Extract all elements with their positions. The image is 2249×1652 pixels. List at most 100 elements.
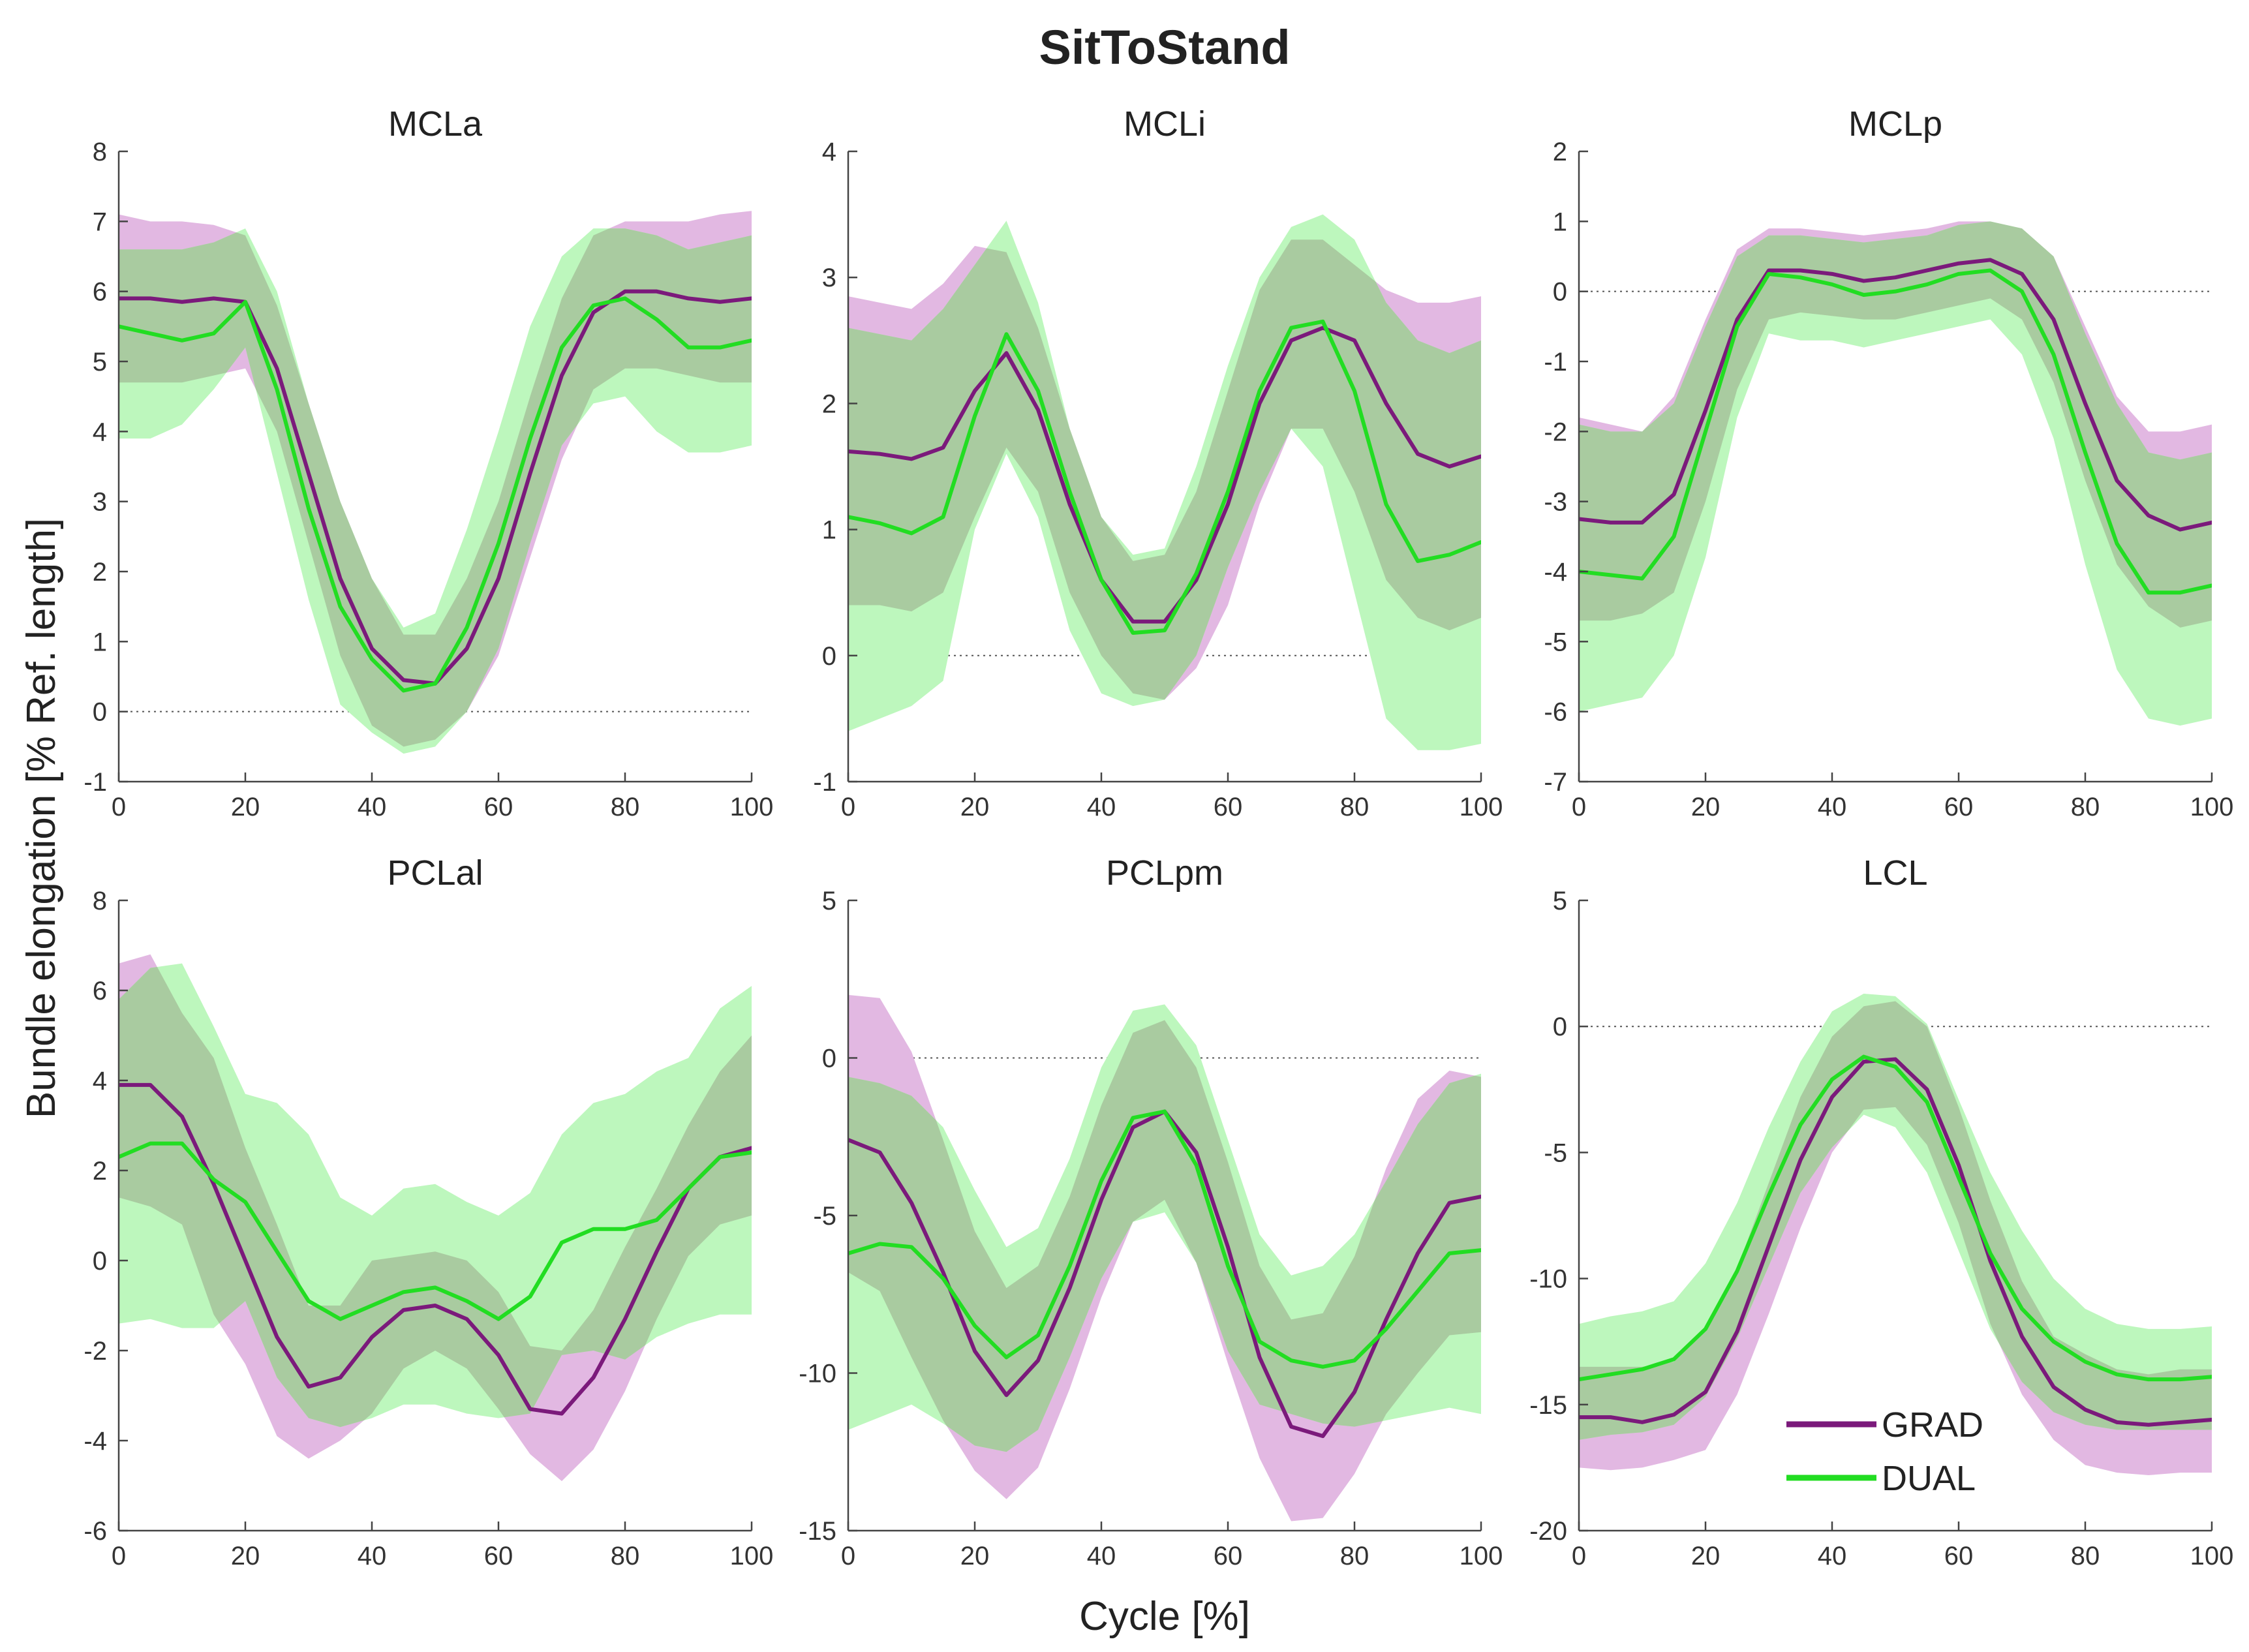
x-tick-label: 0 [1572,793,1586,821]
x-tick-label: 100 [1460,793,1503,821]
line-dual [848,1109,1481,1369]
band-overlap [848,1004,1481,1452]
x-tick-label: 20 [1691,1542,1721,1570]
x-tick-label: 60 [484,793,513,821]
y-tick-label: 0 [1553,278,1567,307]
x-tick-label: 60 [1944,793,1974,821]
x-tick-label: 20 [231,793,260,821]
y-tick-label: 2 [822,390,836,418]
y-tick-label: 3 [93,488,107,517]
y-tick-label: 0 [93,1247,107,1276]
y-axis-label: Bundle elongation [% Ref. length] [19,518,64,1118]
y-tick-label: -1 [1544,348,1567,376]
y-tick-label: -2 [84,1337,107,1366]
y-tick-label: -10 [799,1360,836,1388]
y-tick-label: -3 [1544,488,1567,517]
y-tick-label: 2 [93,1157,107,1185]
x-tick-label: 0 [112,1542,126,1570]
legend: GRAD DUAL [1786,1405,1983,1498]
y-tick-label: -1 [84,768,107,797]
x-tick-label: 100 [2190,793,2234,821]
y-tick-label: -20 [1529,1517,1567,1546]
line-dual [1579,268,2212,595]
x-tick-label: 20 [1691,793,1721,821]
x-tick-label: 0 [841,1542,855,1570]
legend-label-dual: DUAL [1882,1459,1976,1498]
plot-area [119,954,752,1482]
x-tick-label: 100 [730,793,774,821]
y-tick-label: 1 [93,628,107,656]
y-tick-label: 5 [93,348,107,376]
band-overlap [1579,221,2212,628]
plot-area [1579,221,2212,726]
line-grad [1579,1057,2212,1427]
x-tick-label: 80 [2071,1542,2100,1570]
x-tick-label: 0 [112,793,126,821]
x-tick-label: 60 [1214,793,1243,821]
x-tick-label: 80 [611,793,640,821]
line-dual [119,296,752,693]
plot-area [1579,993,2212,1475]
y-tick-label: 1 [822,516,836,545]
x-tick-label: 60 [1214,1542,1243,1570]
y-tick-label: 8 [93,138,107,166]
x-tick-label: 80 [1340,1542,1369,1570]
line-grad [848,326,1481,624]
x-axis-label: Cycle [%] [1079,1594,1250,1639]
y-tick-label: 0 [93,698,107,727]
y-tick-label: -10 [1529,1265,1567,1294]
x-tick-label: 0 [841,793,855,821]
panel-title: MCLa [388,104,483,144]
y-tick-label: 4 [93,1067,107,1095]
y-tick-label: 7 [93,207,107,236]
y-tick-label: 6 [93,278,107,307]
x-tick-label: 40 [1087,793,1116,821]
x-tick-label: 20 [960,1542,990,1570]
panel-title: MCLp [1848,104,1942,144]
plot-area [848,994,1481,1522]
line-dual [119,1141,752,1321]
y-tick-label: 2 [93,558,107,587]
y-tick-label: 0 [1553,1013,1567,1041]
plot-area [848,214,1481,750]
x-tick-label: 80 [611,1542,640,1570]
panel-title: MCLi [1124,104,1206,144]
x-tick-label: 100 [2190,1542,2234,1570]
y-tick-label: -4 [84,1427,107,1456]
y-tick-label: 0 [822,642,836,671]
y-tick-label: -7 [1544,768,1567,797]
x-tick-label: 40 [1818,793,1847,821]
y-tick-label: 5 [1553,887,1567,915]
y-tick-label: -15 [1529,1391,1567,1420]
line-grad [119,1082,752,1416]
x-tick-label: 80 [1340,793,1369,821]
y-tick-label: 4 [93,418,107,446]
y-tick-label: -4 [1544,558,1567,587]
y-tick-label: 2 [1553,138,1567,166]
y-tick-label: -5 [813,1202,836,1231]
y-tick-label: 6 [93,977,107,1005]
band-overlap [119,228,752,747]
x-tick-label: 20 [231,1542,260,1570]
y-tick-label: 0 [822,1045,836,1073]
line-dual [848,319,1481,635]
x-tick-label: 0 [1572,1542,1586,1570]
band-overlap [848,239,1481,700]
y-tick-label: 1 [1553,207,1567,236]
y-tick-label: -6 [1544,698,1567,727]
plot-area [119,211,752,754]
y-tick-label: -5 [1544,1139,1567,1167]
y-tick-label: 4 [822,138,836,166]
figure-title: SitToStand [1039,20,1290,74]
panel-lcl: -20 -15 -10 -5 0 5 0 20 40 60 80 100 LCL [1529,853,2233,1570]
x-tick-label: 80 [2071,793,2100,821]
line-grad [1579,258,2212,532]
y-tick-label: 5 [822,887,836,915]
y-tick-label: -15 [799,1517,836,1546]
panel-title: LCL [1863,853,1927,893]
